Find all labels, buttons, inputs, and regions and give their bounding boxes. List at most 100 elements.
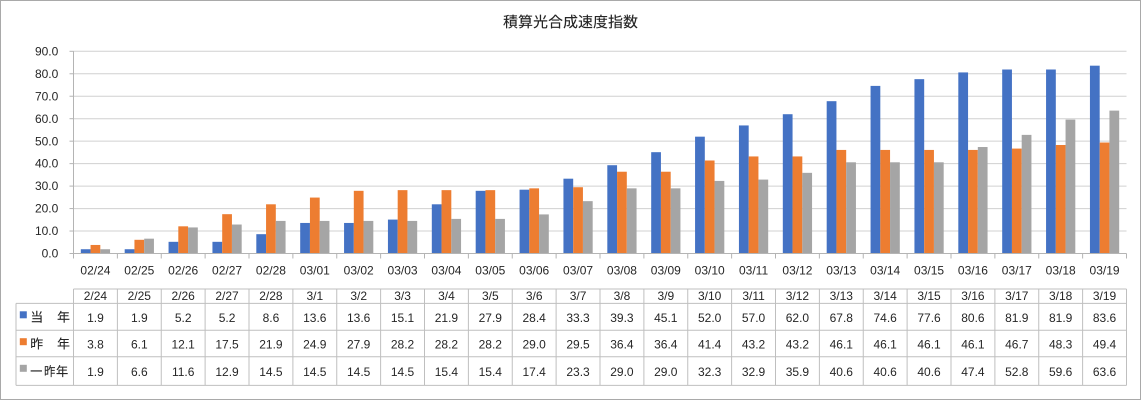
svg-text:03/01: 03/01 bbox=[300, 264, 330, 278]
svg-text:52.0: 52.0 bbox=[698, 311, 722, 325]
svg-text:03/17: 03/17 bbox=[1002, 264, 1032, 278]
svg-text:1.9: 1.9 bbox=[87, 311, 104, 325]
svg-text:02/26: 02/26 bbox=[168, 264, 198, 278]
svg-text:46.1: 46.1 bbox=[917, 338, 941, 352]
svg-text:14.5: 14.5 bbox=[259, 365, 283, 379]
svg-text:80.6: 80.6 bbox=[961, 311, 985, 325]
svg-text:3/18: 3/18 bbox=[1049, 289, 1073, 303]
svg-text:03/19: 03/19 bbox=[1090, 264, 1120, 278]
svg-text:32.3: 32.3 bbox=[698, 365, 722, 379]
svg-text:3/2: 3/2 bbox=[350, 289, 367, 303]
svg-text:46.1: 46.1 bbox=[874, 338, 898, 352]
svg-text:03/10: 03/10 bbox=[695, 264, 725, 278]
svg-text:40.6: 40.6 bbox=[830, 365, 854, 379]
svg-text:57.0: 57.0 bbox=[742, 311, 766, 325]
svg-text:3.8: 3.8 bbox=[87, 338, 104, 352]
svg-text:3/14: 3/14 bbox=[874, 289, 898, 303]
svg-text:14.5: 14.5 bbox=[347, 365, 371, 379]
svg-text:03/15: 03/15 bbox=[914, 264, 944, 278]
svg-text:03/05: 03/05 bbox=[475, 264, 505, 278]
svg-text:3/16: 3/16 bbox=[961, 289, 985, 303]
svg-text:2/24: 2/24 bbox=[84, 289, 108, 303]
svg-text:3/10: 3/10 bbox=[698, 289, 722, 303]
svg-text:12.9: 12.9 bbox=[215, 365, 239, 379]
svg-text:03/14: 03/14 bbox=[870, 264, 900, 278]
svg-text:3/8: 3/8 bbox=[614, 289, 631, 303]
svg-text:3/19: 3/19 bbox=[1093, 289, 1117, 303]
svg-text:03/07: 03/07 bbox=[563, 264, 593, 278]
svg-text:40.0: 40.0 bbox=[35, 157, 59, 171]
svg-text:45.1: 45.1 bbox=[654, 311, 678, 325]
svg-text:1.9: 1.9 bbox=[87, 365, 104, 379]
svg-text:77.6: 77.6 bbox=[917, 311, 941, 325]
svg-text:03/13: 03/13 bbox=[826, 264, 856, 278]
svg-text:14.5: 14.5 bbox=[391, 365, 415, 379]
svg-text:5.2: 5.2 bbox=[175, 311, 192, 325]
svg-text:47.4: 47.4 bbox=[961, 365, 985, 379]
svg-text:29.5: 29.5 bbox=[566, 338, 590, 352]
svg-text:2/27: 2/27 bbox=[215, 289, 239, 303]
svg-text:63.6: 63.6 bbox=[1093, 365, 1117, 379]
svg-text:27.9: 27.9 bbox=[347, 338, 371, 352]
svg-text:3/15: 3/15 bbox=[917, 289, 941, 303]
svg-text:28.4: 28.4 bbox=[523, 311, 547, 325]
svg-text:50.0: 50.0 bbox=[35, 134, 59, 148]
svg-text:29.0: 29.0 bbox=[610, 365, 634, 379]
svg-text:83.6: 83.6 bbox=[1093, 311, 1117, 325]
svg-text:2/28: 2/28 bbox=[259, 289, 283, 303]
svg-text:43.2: 43.2 bbox=[742, 338, 766, 352]
svg-text:03/12: 03/12 bbox=[782, 264, 812, 278]
svg-text:3/13: 3/13 bbox=[830, 289, 854, 303]
svg-text:03/09: 03/09 bbox=[651, 264, 681, 278]
svg-text:36.4: 36.4 bbox=[610, 338, 634, 352]
svg-text:35.9: 35.9 bbox=[786, 365, 810, 379]
svg-text:62.0: 62.0 bbox=[786, 311, 810, 325]
svg-text:28.2: 28.2 bbox=[479, 338, 503, 352]
svg-text:17.5: 17.5 bbox=[215, 338, 239, 352]
svg-text:12.1: 12.1 bbox=[172, 338, 196, 352]
svg-text:0.0: 0.0 bbox=[42, 247, 59, 261]
svg-text:03/03: 03/03 bbox=[388, 264, 418, 278]
svg-text:74.6: 74.6 bbox=[874, 311, 898, 325]
svg-text:20.0: 20.0 bbox=[35, 202, 59, 216]
svg-text:3/7: 3/7 bbox=[570, 289, 587, 303]
svg-text:11.6: 11.6 bbox=[172, 365, 195, 379]
svg-text:6.1: 6.1 bbox=[131, 338, 148, 352]
svg-text:3/9: 3/9 bbox=[657, 289, 674, 303]
svg-text:81.9: 81.9 bbox=[1049, 311, 1073, 325]
svg-text:70.0: 70.0 bbox=[35, 89, 59, 103]
svg-text:48.3: 48.3 bbox=[1049, 338, 1073, 352]
svg-text:46.1: 46.1 bbox=[830, 338, 854, 352]
svg-text:3/4: 3/4 bbox=[438, 289, 455, 303]
svg-text:29.0: 29.0 bbox=[654, 365, 678, 379]
svg-text:28.2: 28.2 bbox=[391, 338, 415, 352]
svg-text:13.6: 13.6 bbox=[303, 311, 327, 325]
svg-text:29.0: 29.0 bbox=[523, 338, 547, 352]
svg-text:3/1: 3/1 bbox=[306, 289, 323, 303]
svg-text:36.4: 36.4 bbox=[654, 338, 678, 352]
svg-text:41.4: 41.4 bbox=[698, 338, 722, 352]
svg-text:27.9: 27.9 bbox=[479, 311, 503, 325]
svg-text:3/6: 3/6 bbox=[526, 289, 543, 303]
svg-text:24.9: 24.9 bbox=[303, 338, 327, 352]
svg-text:30.0: 30.0 bbox=[35, 179, 59, 193]
svg-text:49.4: 49.4 bbox=[1093, 338, 1117, 352]
svg-text:13.6: 13.6 bbox=[347, 311, 371, 325]
svg-text:15.4: 15.4 bbox=[479, 365, 503, 379]
svg-text:81.9: 81.9 bbox=[1005, 311, 1029, 325]
svg-text:17.4: 17.4 bbox=[523, 365, 547, 379]
svg-text:3/11: 3/11 bbox=[742, 289, 765, 303]
svg-text:43.2: 43.2 bbox=[786, 338, 810, 352]
svg-text:03/06: 03/06 bbox=[519, 264, 549, 278]
svg-text:15.4: 15.4 bbox=[435, 365, 459, 379]
svg-text:03/18: 03/18 bbox=[1046, 264, 1076, 278]
svg-text:46.7: 46.7 bbox=[1005, 338, 1029, 352]
svg-text:2/26: 2/26 bbox=[172, 289, 196, 303]
svg-text:03/16: 03/16 bbox=[958, 264, 988, 278]
svg-text:10.0: 10.0 bbox=[35, 224, 59, 238]
svg-text:02/28: 02/28 bbox=[256, 264, 286, 278]
svg-text:59.6: 59.6 bbox=[1049, 365, 1073, 379]
svg-text:67.8: 67.8 bbox=[830, 311, 854, 325]
svg-text:39.3: 39.3 bbox=[610, 311, 634, 325]
svg-text:60.0: 60.0 bbox=[35, 112, 59, 126]
